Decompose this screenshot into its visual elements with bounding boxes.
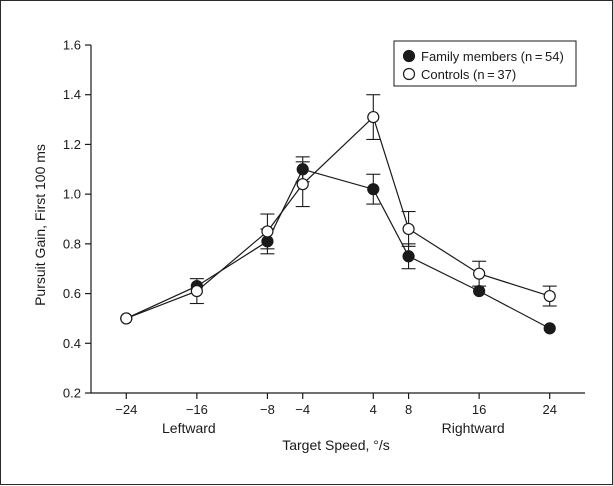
x-tick-label: 16 <box>472 402 486 417</box>
x-tick-label: −24 <box>115 402 137 417</box>
data-point-family-members <box>543 322 556 335</box>
data-point-controls <box>190 284 203 298</box>
x-group-label-rightward: Rightward <box>442 420 505 436</box>
x-tick-label: 24 <box>542 402 556 417</box>
series-line-controls <box>126 116 550 319</box>
y-tick-label: 1.6 <box>63 38 81 53</box>
x-tick-label: −8 <box>260 402 275 417</box>
data-point-family-members <box>473 284 486 298</box>
x-ticks: −24 −16 −8 −4 4 8 16 24 <box>115 393 557 417</box>
x-tick-label: −4 <box>295 402 310 417</box>
data-point-controls <box>296 178 309 191</box>
data-point-family-members <box>296 163 309 176</box>
series-lines <box>126 116 550 329</box>
data-point-controls <box>402 222 415 236</box>
x-tick-label: 4 <box>370 402 377 417</box>
y-tick-label: 0.2 <box>63 386 81 401</box>
axes <box>90 45 585 394</box>
legend-marker-family-members <box>402 49 416 63</box>
error-bars <box>189 94 557 307</box>
legend-marker-controls <box>402 67 416 81</box>
legend-label-controls: Controls (n = 37) <box>421 67 516 82</box>
data-point-controls <box>367 110 380 124</box>
series-line-family-members <box>126 168 550 329</box>
y-tick-label: 0.4 <box>63 336 81 351</box>
data-point-controls <box>473 267 486 280</box>
data-points <box>120 110 556 335</box>
data-point-controls <box>120 312 133 325</box>
y-tick-label: 1.4 <box>63 87 81 102</box>
legend-box <box>393 40 577 87</box>
y-tick-label: 1.0 <box>63 187 81 202</box>
legend-label-family-members: Family members (n = 54) <box>421 49 564 64</box>
data-point-controls <box>261 225 274 238</box>
data-point-controls <box>543 289 556 303</box>
x-axis-title: Target Speed, °/s <box>282 437 390 453</box>
x-group-label-leftward: Leftward <box>162 420 216 436</box>
y-axis-title: Pursuit Gain, First 100 ms <box>32 144 48 306</box>
data-point-family-members <box>402 250 415 263</box>
y-tick-label: 0.8 <box>63 236 81 251</box>
y-tick-label: 0.6 <box>63 286 81 301</box>
data-point-family-members <box>367 183 380 196</box>
y-tick-label: 1.2 <box>63 137 81 152</box>
y-ticks: 0.2 0.4 0.6 0.8 1.0 1.2 1.4 1.6 <box>63 38 91 401</box>
x-tick-label: 8 <box>405 402 412 417</box>
x-tick-label: −16 <box>186 402 208 417</box>
legend: Family members (n = 54) Controls (n = 37… <box>393 40 577 87</box>
